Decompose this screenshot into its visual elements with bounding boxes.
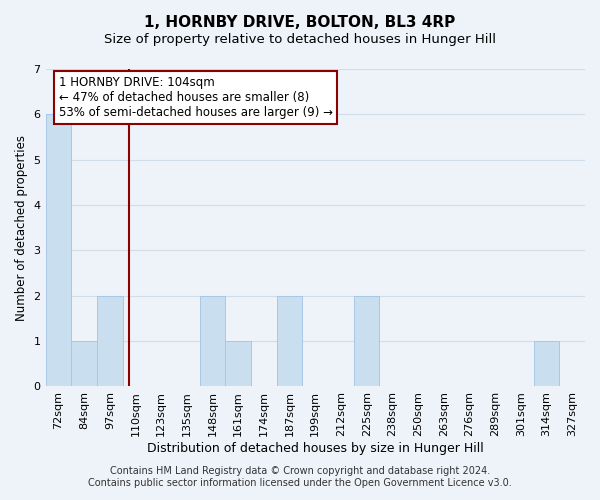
Bar: [200, 296, 226, 386]
Bar: [46, 114, 71, 386]
Text: 1 HORNBY DRIVE: 104sqm
← 47% of detached houses are smaller (8)
53% of semi-deta: 1 HORNBY DRIVE: 104sqm ← 47% of detached…: [59, 76, 332, 119]
Bar: [71, 341, 97, 386]
Y-axis label: Number of detached properties: Number of detached properties: [15, 134, 28, 320]
Bar: [277, 296, 302, 386]
Text: Size of property relative to detached houses in Hunger Hill: Size of property relative to detached ho…: [104, 32, 496, 46]
Bar: [354, 296, 379, 386]
X-axis label: Distribution of detached houses by size in Hunger Hill: Distribution of detached houses by size …: [147, 442, 484, 455]
Bar: [97, 296, 122, 386]
Text: Contains HM Land Registry data © Crown copyright and database right 2024.
Contai: Contains HM Land Registry data © Crown c…: [88, 466, 512, 487]
Text: 1, HORNBY DRIVE, BOLTON, BL3 4RP: 1, HORNBY DRIVE, BOLTON, BL3 4RP: [145, 15, 455, 30]
Bar: [533, 341, 559, 386]
Bar: [226, 341, 251, 386]
